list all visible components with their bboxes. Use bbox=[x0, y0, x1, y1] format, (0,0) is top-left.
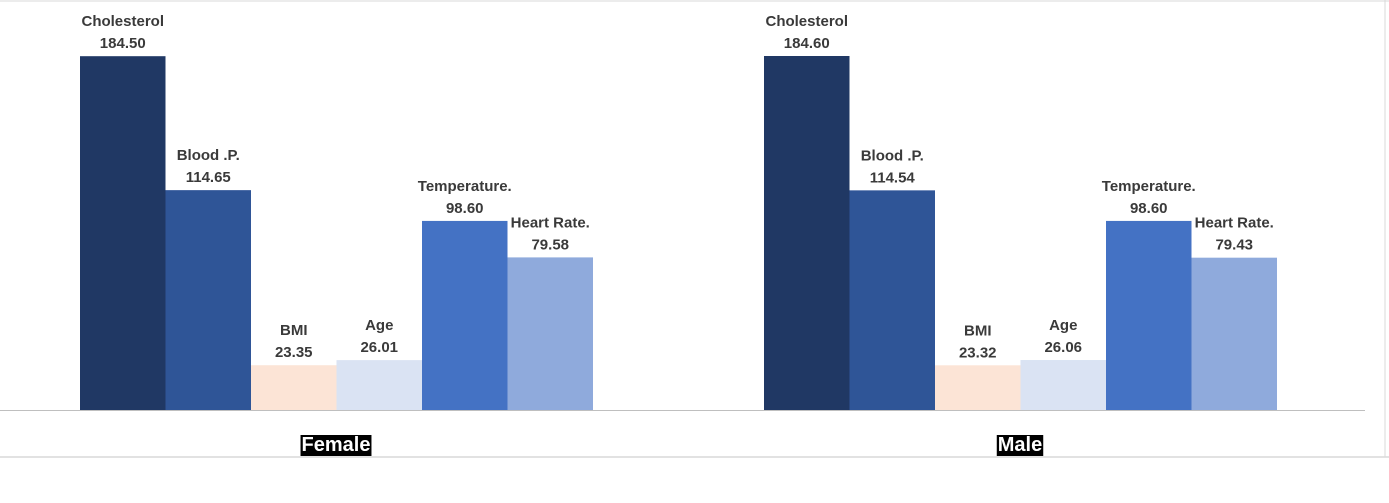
bar-value-label: 98.60 bbox=[446, 200, 484, 217]
bar-value-label: 184.60 bbox=[784, 35, 830, 52]
bar-male-heart-rate bbox=[1191, 257, 1277, 410]
bar-value-label: 114.65 bbox=[186, 169, 231, 186]
bar-series-label: Heart Rate. bbox=[1195, 215, 1274, 232]
bar-female-age bbox=[336, 360, 422, 410]
bar-female-cholesterol bbox=[80, 56, 166, 410]
bar-series-label: Blood .P. bbox=[177, 147, 240, 164]
bar-value-label: 23.32 bbox=[959, 344, 997, 361]
bar-value-label: 79.58 bbox=[531, 236, 569, 253]
bar-female-blood-p bbox=[165, 190, 251, 410]
bar-male-age bbox=[1020, 360, 1106, 410]
bar-male-temperature bbox=[1106, 220, 1192, 410]
category-label-background bbox=[300, 435, 372, 456]
bar-value-label: 114.54 bbox=[870, 169, 916, 186]
bar-male-blood-p bbox=[849, 190, 935, 410]
bar-series-label: Age bbox=[365, 317, 393, 334]
bar-female-temperature bbox=[422, 220, 508, 410]
bar-series-label: Heart Rate. bbox=[511, 214, 590, 231]
bar-series-label: Cholesterol bbox=[765, 13, 848, 30]
bar-value-label: 79.43 bbox=[1215, 237, 1253, 254]
bar-series-label: BMI bbox=[964, 322, 992, 339]
bar-series-label: BMI bbox=[280, 322, 308, 339]
bar-female-heart-rate bbox=[507, 257, 593, 410]
bar-value-label: 184.50 bbox=[100, 35, 146, 52]
category-label-female: Female bbox=[302, 434, 371, 456]
category-label-male: Male bbox=[998, 434, 1042, 456]
bar-series-label: Age bbox=[1049, 317, 1077, 334]
bar-series-label: Blood .P. bbox=[861, 147, 924, 164]
bar-series-label: Cholesterol bbox=[81, 13, 164, 30]
bar-value-label: 26.06 bbox=[1044, 339, 1082, 356]
bar-value-label: 23.35 bbox=[275, 344, 313, 361]
bar-series-label: Temperature. bbox=[418, 178, 512, 195]
category-label-background bbox=[996, 435, 1044, 456]
bar-female-bmi bbox=[251, 365, 337, 410]
bar-value-label: 26.01 bbox=[360, 339, 398, 356]
bar-male-bmi bbox=[935, 365, 1021, 410]
bar-male-cholesterol bbox=[764, 56, 850, 410]
bar-value-label: 98.60 bbox=[1130, 200, 1168, 217]
bar-series-label: Temperature. bbox=[1102, 178, 1196, 195]
